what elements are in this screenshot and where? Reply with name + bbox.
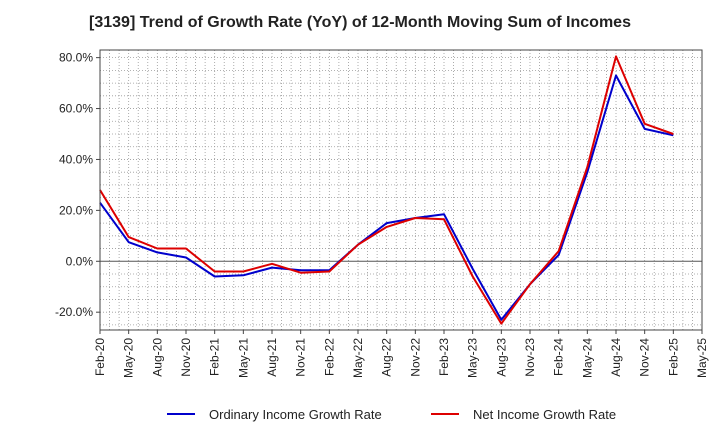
x-tick-label: Aug-20 [150, 338, 164, 377]
x-tick-label: Aug-23 [494, 338, 508, 377]
x-tick-label: Aug-22 [380, 338, 394, 377]
series-line-1 [99, 74, 674, 321]
series-line-2 [99, 55, 674, 325]
plot-border [99, 49, 703, 331]
x-tick-label: Nov-21 [294, 338, 308, 377]
x-tick-label: Nov-20 [179, 338, 193, 377]
x-tick-label: Feb-24 [552, 338, 566, 376]
y-tick-label: -20.0% [55, 305, 93, 319]
x-tick-label: Feb-22 [322, 338, 336, 376]
x-tick-label: May-23 [466, 338, 480, 378]
y-tick-label: 0.0% [66, 254, 94, 268]
y-tick-label: 80.0% [59, 51, 93, 65]
x-tick-label: Aug-21 [265, 338, 279, 377]
x-tick-label: Aug-24 [609, 338, 623, 377]
x-tick-label: May-20 [122, 338, 136, 378]
x-tick-label: Feb-25 [666, 338, 680, 376]
y-tick-label: 20.0% [59, 203, 93, 217]
x-tick-label: May-24 [580, 338, 594, 378]
chart-title: [3139] Trend of Growth Rate (YoY) of 12-… [89, 14, 631, 31]
axes: 80.0% 60.0% 40.0% 20.0% 0.0% -20.0% Feb-20 May-… [55, 51, 709, 378]
x-tick-label: May-21 [236, 338, 250, 378]
x-tick-label: May-22 [351, 338, 365, 378]
x-tick-label: Feb-23 [437, 338, 451, 376]
x-tick-label: Nov-24 [638, 338, 652, 377]
plot-area [100, 50, 702, 330]
x-tick-label: Feb-21 [208, 338, 222, 376]
x-tick-label: Nov-22 [408, 338, 422, 377]
legend-label-2: Net Income Growth Rate [473, 407, 616, 422]
legend: Ordinary Income Growth Rate Net Income Gr… [167, 407, 616, 422]
y-tick-label: 60.0% [59, 102, 93, 116]
x-tick-label: May-25 [695, 338, 709, 378]
y-tick-label: 40.0% [59, 152, 93, 166]
legend-label-1: Ordinary Income Growth Rate [209, 407, 382, 422]
series-lines [99, 55, 674, 325]
x-tick-label: Nov-23 [523, 338, 537, 377]
x-tick-label: Feb-20 [93, 338, 107, 376]
grid-lines [100, 50, 702, 330]
